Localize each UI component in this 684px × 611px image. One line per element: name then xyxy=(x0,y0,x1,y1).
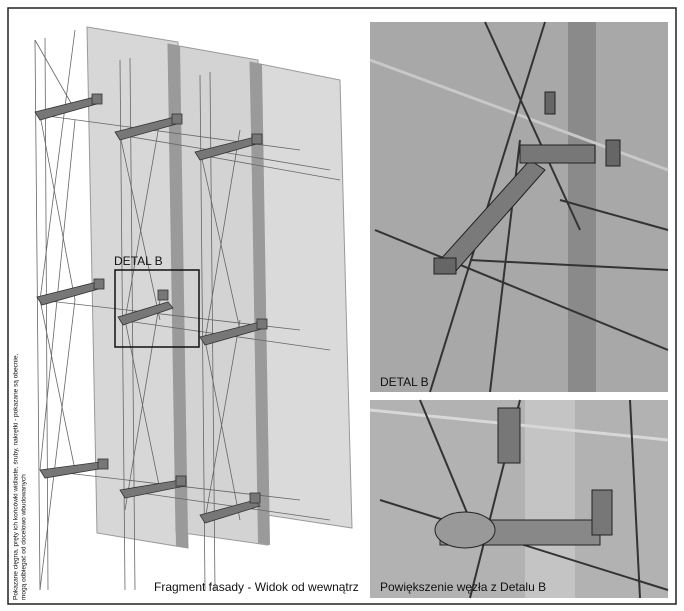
facade-view xyxy=(34,26,353,591)
panel-label: Powiększenie węzła z Detalu B xyxy=(380,580,546,594)
note-line: Pokazane cięgna, pręty ich końcówki widl… xyxy=(13,354,20,600)
detail-top-panel xyxy=(369,21,669,393)
detail-bottom-panel xyxy=(369,399,669,599)
detail-box xyxy=(114,269,200,348)
detail-label: DETAL B xyxy=(114,254,163,268)
caption: Fragment fasady - Widok od wewnątrz xyxy=(154,580,359,594)
panel-label: DETAL B xyxy=(380,375,429,389)
note-line: mogą odbiegać od docelowo wbudowanych xyxy=(21,474,28,600)
